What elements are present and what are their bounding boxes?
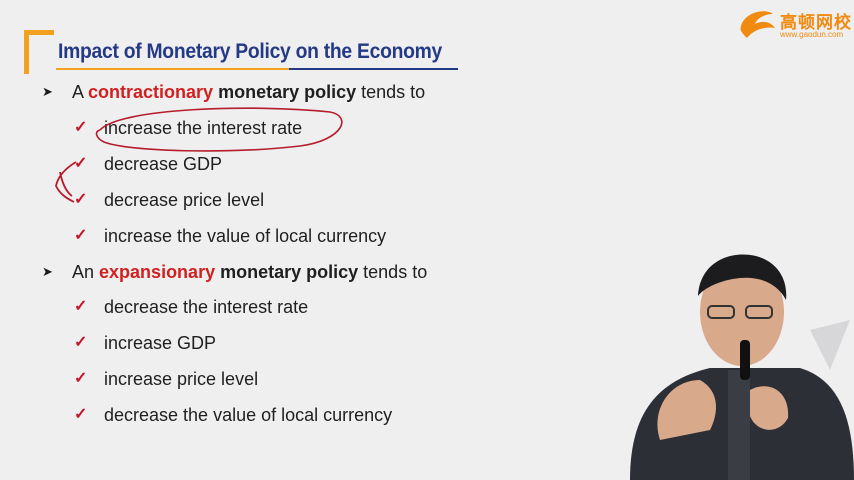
slide-title: Impact of Monetary Policy on the Economy (58, 40, 443, 63)
gaodun-logo-icon (740, 11, 775, 39)
list-item: decrease GDP (104, 154, 223, 174)
checkmark-icon: ✓ (74, 334, 88, 351)
list-item: decrease price level (104, 190, 265, 210)
arrowhead-bullet-icon: ➤ (42, 84, 53, 99)
heading-highlight: contractionary (88, 82, 214, 102)
checkmark-icon: ✓ (74, 406, 88, 423)
section-heading-contractionary: A contractionary monetary policy tends t… (72, 81, 425, 103)
checkmark-icon: ✓ (74, 227, 88, 244)
heading-bold: monetary policy (218, 82, 357, 102)
checkmark-icon: ✓ (74, 298, 88, 315)
arrowhead-bullet-icon: ➤ (42, 264, 53, 279)
list-item: decrease the interest rate (104, 297, 309, 317)
title-corner-bracket (24, 30, 54, 74)
checkmark-icon: ✓ (74, 155, 88, 172)
checkmark-icon: ✓ (74, 370, 88, 387)
presenter-video (630, 254, 854, 480)
list-item: increase the interest rate (104, 118, 303, 138)
heading-suffix: tends to (356, 82, 426, 102)
heading-highlight: expansionary (99, 262, 216, 282)
list-item: decrease the value of local currency (104, 405, 393, 425)
section-heading-expansionary: An expansionary monetary policy tends to (72, 261, 427, 283)
heading-prefix: A (72, 82, 89, 102)
list-item: increase GDP (104, 333, 217, 353)
heading-suffix: tends to (358, 262, 428, 282)
list-item: increase the value of local currency (104, 226, 387, 246)
logo-name: 高顿网校 (780, 13, 852, 32)
checkmark-icon: ✓ (74, 191, 88, 208)
heading-bold: monetary policy (220, 262, 359, 282)
heading-prefix: An (72, 262, 100, 282)
logo-url: www.gaodun.com (780, 30, 844, 39)
list-item: increase price level (104, 369, 259, 389)
checkmark-icon: ✓ (74, 119, 88, 136)
title-underline (56, 68, 458, 70)
